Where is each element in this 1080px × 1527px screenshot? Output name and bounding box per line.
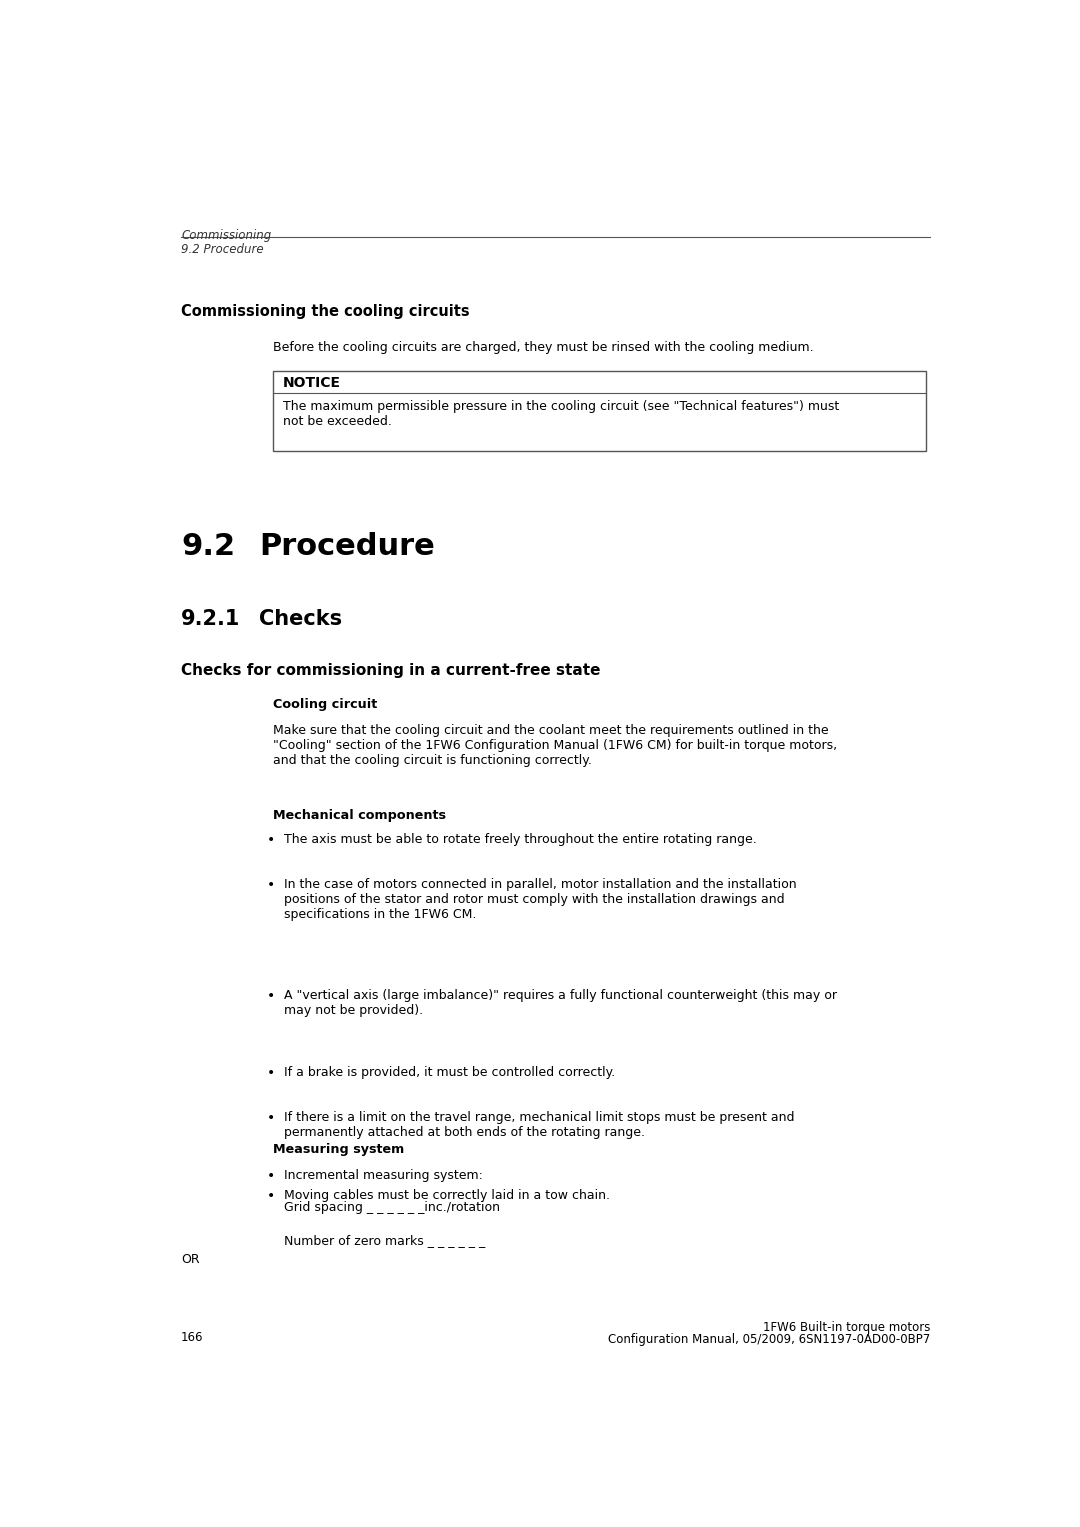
Text: Make sure that the cooling circuit and the coolant meet the requirements outline: Make sure that the cooling circuit and t… <box>273 724 837 767</box>
Text: If there is a limit on the travel range, mechanical limit stops must be present : If there is a limit on the travel range,… <box>284 1112 795 1139</box>
Text: Cooling circuit: Cooling circuit <box>273 698 377 712</box>
Text: The maximum permissible pressure in the cooling circuit (see "Technical features: The maximum permissible pressure in the … <box>283 400 839 428</box>
Text: •: • <box>267 1168 275 1182</box>
Text: •: • <box>267 834 275 847</box>
Text: If a brake is provided, it must be controlled correctly.: If a brake is provided, it must be contr… <box>284 1066 616 1080</box>
Text: Procedure: Procedure <box>259 533 434 562</box>
Text: Checks: Checks <box>259 609 342 629</box>
Text: 9.2 Procedure: 9.2 Procedure <box>181 243 264 257</box>
Text: NOTICE: NOTICE <box>283 376 341 389</box>
Text: •: • <box>267 1066 275 1080</box>
Text: Measuring system: Measuring system <box>273 1142 404 1156</box>
Text: In the case of motors connected in parallel, motor installation and the installa: In the case of motors connected in paral… <box>284 878 797 921</box>
Text: The axis must be able to rotate freely throughout the entire rotating range.: The axis must be able to rotate freely t… <box>284 834 757 846</box>
Text: Number of zero marks _ _ _ _ _ _: Number of zero marks _ _ _ _ _ _ <box>284 1234 485 1248</box>
Text: Before the cooling circuits are charged, they must be rinsed with the cooling me: Before the cooling circuits are charged,… <box>273 341 813 354</box>
Text: Mechanical components: Mechanical components <box>273 809 446 822</box>
Text: Commissioning: Commissioning <box>181 229 271 243</box>
Text: •: • <box>267 988 275 1003</box>
Text: 9.2: 9.2 <box>181 533 235 562</box>
Bar <box>273 371 926 452</box>
Text: •: • <box>267 1112 275 1125</box>
Text: Checks for commissioning in a current-free state: Checks for commissioning in a current-fr… <box>181 663 600 678</box>
Text: Commissioning the cooling circuits: Commissioning the cooling circuits <box>181 304 470 319</box>
Text: Grid spacing _ _ _ _ _ _inc./rotation: Grid spacing _ _ _ _ _ _inc./rotation <box>284 1202 500 1214</box>
Text: Incremental measuring system:: Incremental measuring system: <box>284 1168 483 1182</box>
Text: 9.2.1: 9.2.1 <box>181 609 241 629</box>
Text: 1FW6 Built-in torque motors: 1FW6 Built-in torque motors <box>762 1321 930 1335</box>
Text: •: • <box>267 1188 275 1203</box>
Text: •: • <box>267 878 275 892</box>
Text: A "vertical axis (large imbalance)" requires a fully functional counterweight (t: A "vertical axis (large imbalance)" requ… <box>284 988 837 1017</box>
Text: Configuration Manual, 05/2009, 6SN1197-0AD00-0BP7: Configuration Manual, 05/2009, 6SN1197-0… <box>608 1333 930 1347</box>
Text: OR: OR <box>181 1254 200 1266</box>
Text: Moving cables must be correctly laid in a tow chain.: Moving cables must be correctly laid in … <box>284 1188 610 1202</box>
Text: 166: 166 <box>181 1332 203 1344</box>
